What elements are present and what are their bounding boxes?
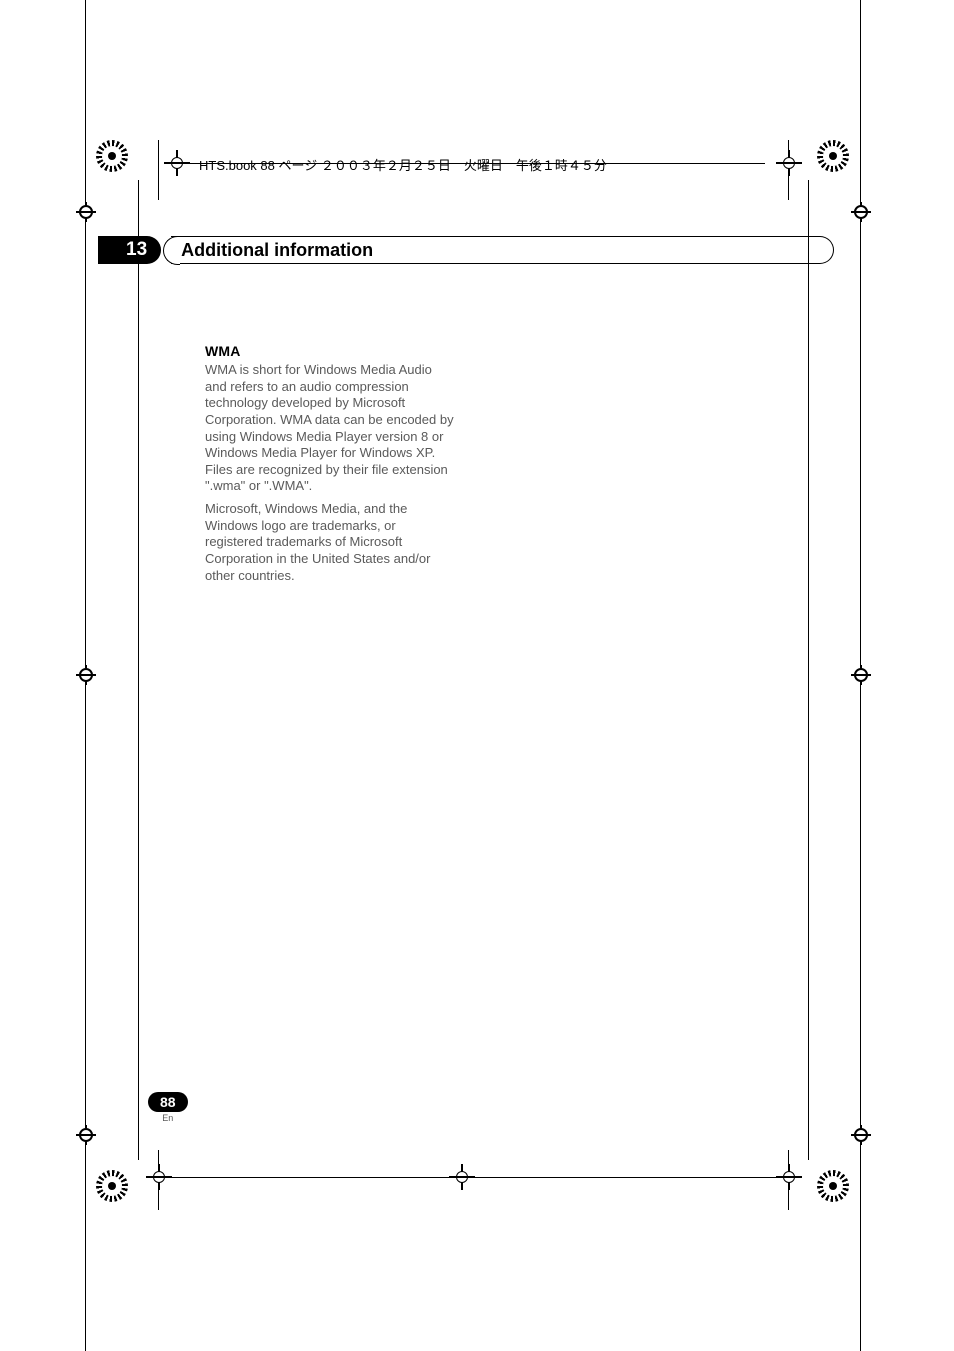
registration-mark — [76, 202, 96, 222]
body-paragraph: Microsoft, Windows Media, and the Window… — [205, 501, 455, 584]
print-header-text: HTS.book 88 ページ ２００３年２月２５日 火曜日 午後１時４５分 — [199, 155, 607, 174]
chapter-title-capsule: Additional information — [171, 236, 834, 264]
corner-ornament-tr — [817, 140, 849, 172]
footer-rule — [150, 1177, 800, 1178]
page-number-badge: 88 — [148, 1092, 188, 1112]
registration-mark-small — [782, 1170, 796, 1184]
frame-rule-v-left — [138, 180, 139, 1160]
glossary-term: WMA — [205, 343, 455, 359]
registration-mark-small — [455, 1170, 469, 1184]
page-language: En — [148, 1113, 188, 1123]
frame-rule-v-right — [808, 180, 809, 1160]
registration-mark — [851, 665, 871, 685]
registration-mark — [851, 202, 871, 222]
corner-ornament-tl — [96, 140, 128, 172]
registration-mark-small — [152, 1170, 166, 1184]
page-footer: 88 En — [148, 1092, 188, 1123]
registration-mark — [76, 1125, 96, 1145]
print-header: HTS.book 88 ページ ２００３年２月２５日 火曜日 午後１時４５分 — [175, 155, 607, 174]
page-number: 88 — [160, 1094, 176, 1110]
registration-mark — [851, 1125, 871, 1145]
chapter-header: 13 Additional information — [98, 236, 834, 264]
corner-ornament-br — [817, 1170, 849, 1202]
corner-ornament-bl — [96, 1170, 128, 1202]
registration-mark — [76, 665, 96, 685]
chapter-title: Additional information — [181, 240, 373, 261]
body-paragraph: WMA is short for Windows Media Audio and… — [205, 362, 455, 495]
frame-rule-v-left2 — [158, 140, 159, 200]
chapter-number-tab: 13 — [98, 236, 161, 264]
body-column: WMA WMA is short for Windows Media Audio… — [205, 343, 455, 590]
registration-mark-small — [782, 156, 796, 170]
chapter-number: 13 — [126, 239, 147, 260]
